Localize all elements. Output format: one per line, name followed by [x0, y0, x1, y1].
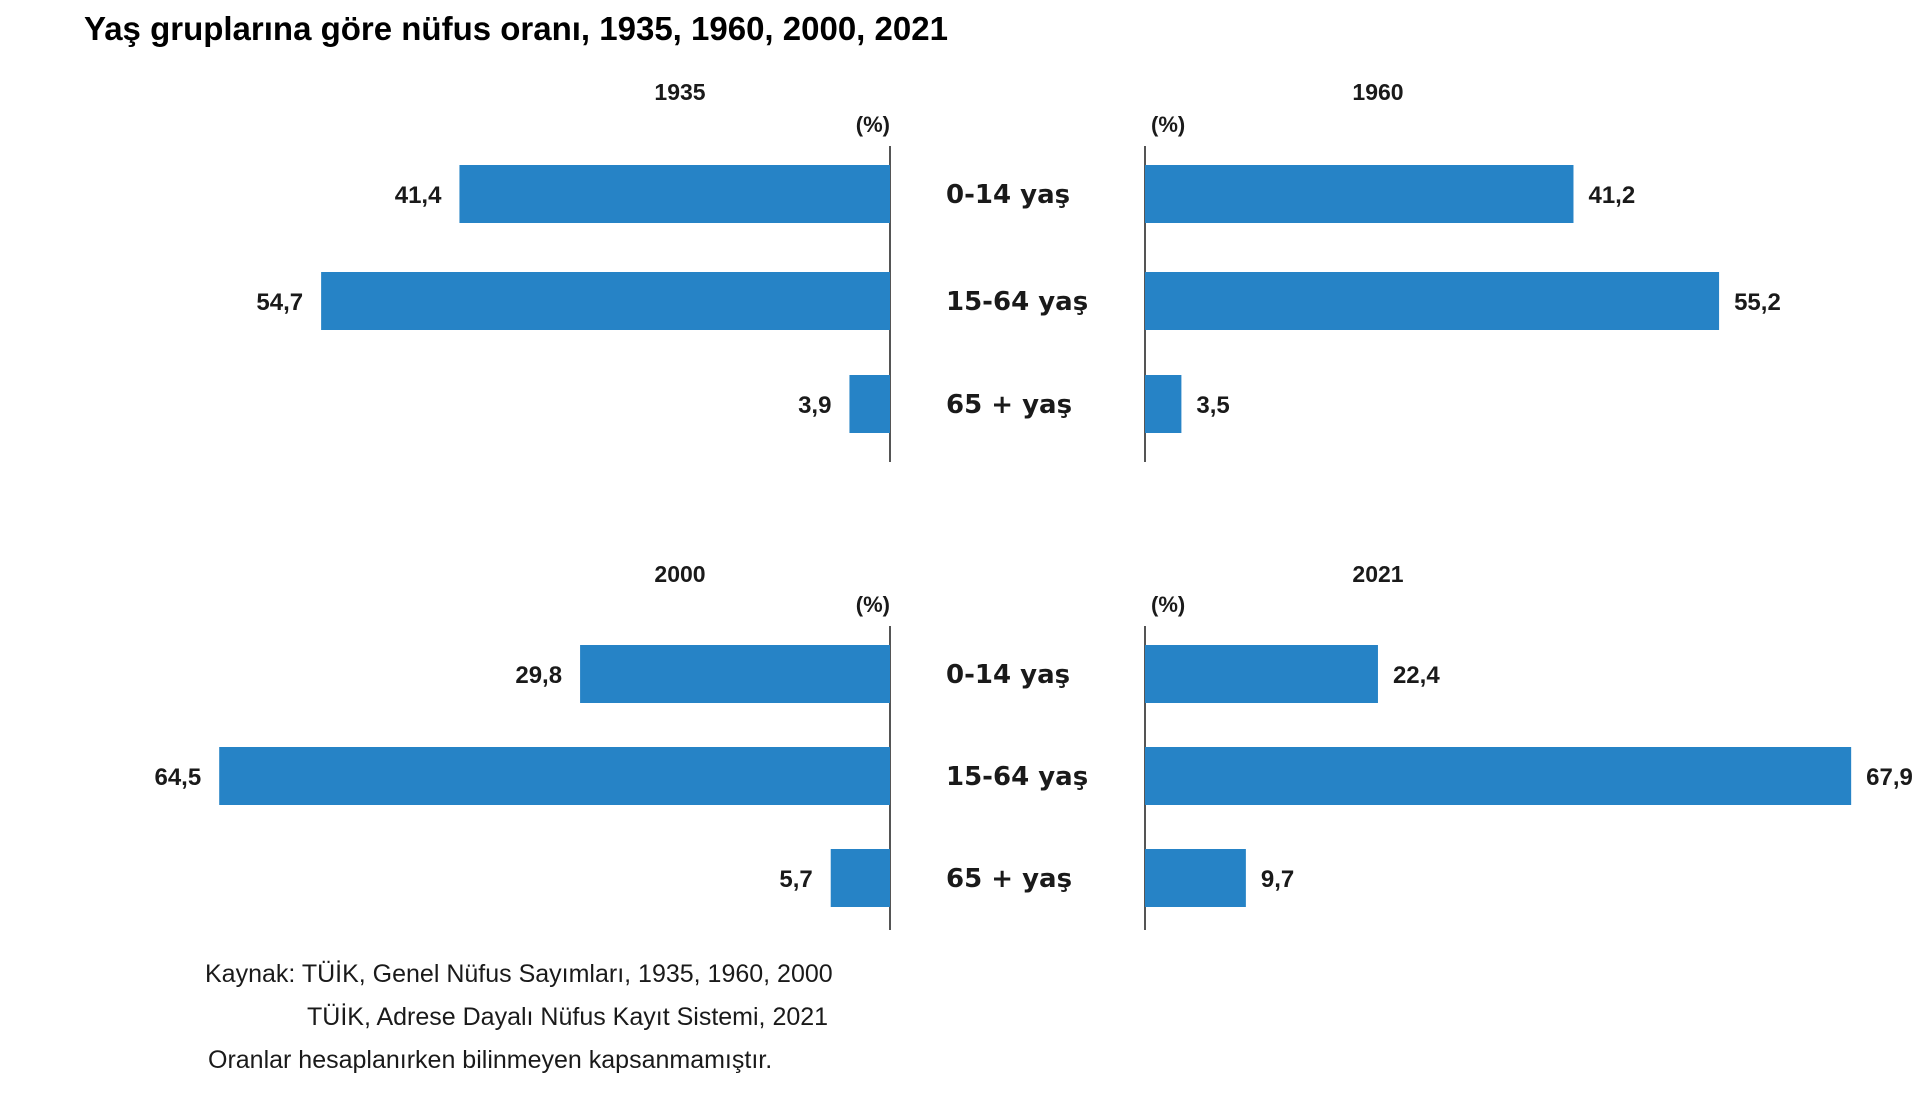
- panel-title: 1960: [1352, 79, 1403, 105]
- bar: [321, 272, 890, 330]
- category-label: 65 + yaş: [946, 390, 1072, 420]
- bar: [1145, 375, 1182, 433]
- panel-1960: 1960 (%) 41,2 55,2 3,5: [1144, 79, 1781, 462]
- panel-2021: 2021 (%) 22,4 67,9 9,7: [1144, 561, 1913, 930]
- data-label: 3,5: [1196, 392, 1229, 419]
- bar: [1145, 849, 1246, 907]
- bar: [459, 165, 890, 223]
- data-label: 41,4: [395, 182, 442, 209]
- data-label: 41,2: [1588, 182, 1635, 209]
- data-label: 22,4: [1393, 662, 1440, 689]
- category-label: 65 + yaş: [946, 864, 1072, 894]
- data-label: 55,2: [1734, 289, 1781, 316]
- panel-1935: 1935 (%) 41,4 54,7 3,9: [256, 79, 891, 462]
- unit-label: (%): [1151, 112, 1185, 137]
- bar: [219, 747, 890, 805]
- bar: [580, 645, 890, 703]
- data-label: 67,9: [1866, 764, 1913, 791]
- unit-label: (%): [856, 592, 890, 617]
- data-label: 3,9: [798, 392, 831, 419]
- chart-title: Yaş gruplarına göre nüfus oranı, 1935, 1…: [84, 10, 948, 47]
- category-label: 15-64 yaş: [946, 287, 1088, 317]
- bar: [1145, 165, 1574, 223]
- data-label: 29,8: [515, 662, 562, 689]
- bar: [849, 375, 890, 433]
- category-label: 15-64 yaş: [946, 762, 1088, 792]
- panel-title: 2021: [1352, 561, 1403, 587]
- panel-title: 1935: [654, 79, 705, 105]
- panel-2000: 2000 (%) 29,8 64,5 5,7: [154, 561, 891, 930]
- category-label: 0-14 yaş: [946, 660, 1070, 690]
- source-line-2: TÜİK, Adrese Dayalı Nüfus Kayıt Sistemi,…: [307, 1002, 828, 1031]
- bar: [1145, 747, 1852, 805]
- bar: [830, 849, 890, 907]
- source-line-1: Kaynak: TÜİK, Genel Nüfus Sayımları, 193…: [205, 959, 833, 988]
- data-label: 9,7: [1261, 866, 1294, 893]
- bar: [1145, 645, 1378, 703]
- unit-label: (%): [856, 112, 890, 137]
- data-label: 5,7: [779, 866, 812, 893]
- category-label: 0-14 yaş: [946, 180, 1070, 210]
- note-line: Oranlar hesaplanırken bilinmeyen kapsanm…: [208, 1046, 772, 1074]
- unit-label: (%): [1151, 592, 1185, 617]
- bar: [1145, 272, 1720, 330]
- data-label: 54,7: [256, 289, 303, 316]
- data-label: 64,5: [154, 764, 201, 791]
- panel-title: 2000: [654, 561, 705, 587]
- footnotes: Kaynak: TÜİK, Genel Nüfus Sayımları, 193…: [205, 959, 833, 1074]
- chart-panels: 1935 (%) 41,4 54,7 3,9 0-14 yaş 15-64 yaş 65 + …: [154, 79, 1913, 930]
